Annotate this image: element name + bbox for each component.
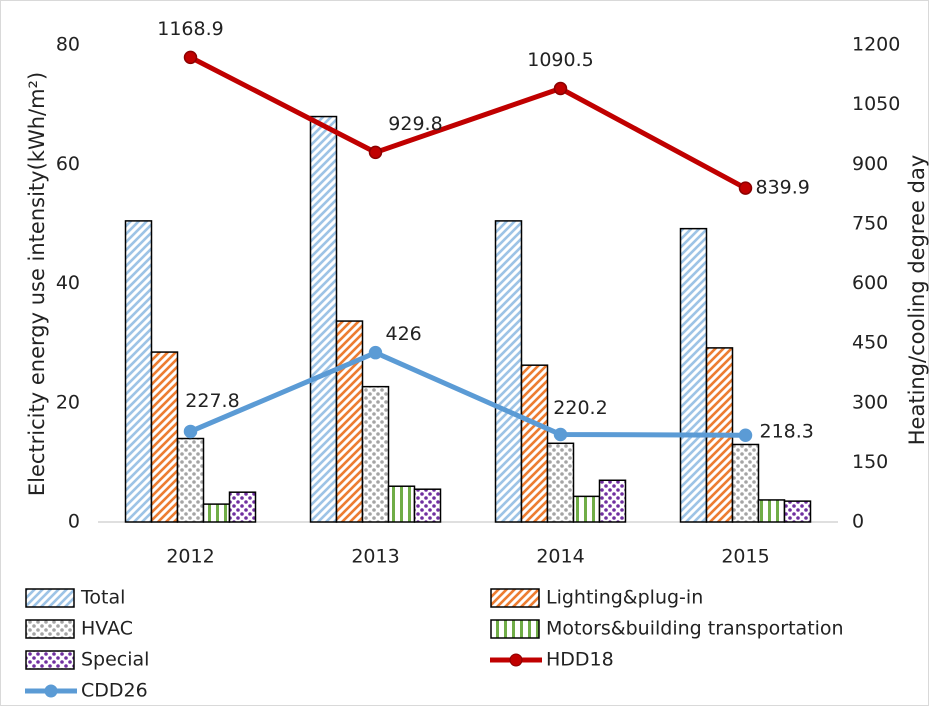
line-marker bbox=[183, 50, 198, 65]
bar bbox=[228, 491, 257, 523]
line bbox=[189, 349, 746, 438]
y2-tick-label: 1050 bbox=[852, 93, 900, 115]
bar bbox=[783, 500, 812, 523]
legend-label: CDD26 bbox=[81, 680, 148, 702]
bar bbox=[598, 479, 627, 523]
bar bbox=[731, 443, 760, 523]
legend-swatch bbox=[25, 588, 75, 608]
line-marker bbox=[738, 428, 753, 442]
bar bbox=[124, 220, 153, 523]
bar bbox=[494, 220, 523, 523]
x-tick-label: 2015 bbox=[721, 546, 769, 568]
x-tick-label: 2013 bbox=[351, 546, 399, 568]
x-tick-label: 2012 bbox=[166, 546, 214, 568]
legend-label: HDD18 bbox=[546, 649, 614, 671]
y2-axis-label: Heating/cooling degree day bbox=[905, 155, 929, 445]
bar bbox=[413, 488, 442, 523]
line-marker bbox=[368, 345, 383, 360]
legend-swatch bbox=[490, 588, 540, 608]
legend-swatch bbox=[490, 619, 540, 639]
legend-marker bbox=[509, 653, 523, 667]
line-marker bbox=[738, 181, 753, 195]
y-tick-label: 0 bbox=[68, 511, 80, 533]
y2-tick-label: 150 bbox=[852, 451, 888, 473]
line-marker bbox=[183, 424, 198, 439]
legend-swatch bbox=[25, 650, 75, 670]
legend-label: Motors&building transportation bbox=[546, 618, 844, 640]
legend-label: HVAC bbox=[81, 618, 133, 640]
bar bbox=[309, 115, 338, 523]
bar bbox=[335, 320, 364, 523]
data-label: 426 bbox=[386, 323, 422, 345]
line-marker bbox=[368, 145, 383, 160]
data-label: 929.8 bbox=[388, 113, 442, 135]
data-label: 1168.9 bbox=[157, 18, 223, 40]
bar bbox=[387, 485, 416, 523]
line bbox=[189, 55, 747, 191]
data-label: 218.3 bbox=[760, 421, 814, 443]
bar bbox=[572, 495, 601, 523]
legend-marker bbox=[44, 684, 58, 698]
y2-tick-label: 750 bbox=[852, 212, 888, 234]
bar bbox=[202, 503, 231, 523]
bar bbox=[520, 364, 549, 523]
line-marker bbox=[553, 81, 568, 96]
y-tick-label: 20 bbox=[56, 391, 80, 413]
y2-tick-label: 600 bbox=[852, 272, 888, 294]
bar bbox=[546, 442, 575, 523]
y-axis-label: Electricity energy use intensity(kWh/m²) bbox=[25, 72, 49, 496]
y2-tick-label: 0 bbox=[852, 511, 864, 533]
y2-tick-label: 300 bbox=[852, 391, 888, 413]
data-label: 1090.5 bbox=[527, 49, 593, 71]
data-label: 227.8 bbox=[185, 390, 239, 412]
legend-label: Total bbox=[80, 587, 125, 609]
x-tick-label: 2014 bbox=[536, 546, 584, 568]
y-tick-label: 40 bbox=[56, 272, 80, 294]
bar bbox=[679, 227, 708, 523]
y2-tick-label: 900 bbox=[852, 153, 888, 175]
data-label: 220.2 bbox=[553, 397, 607, 419]
line-marker bbox=[553, 427, 568, 442]
y-tick-label: 60 bbox=[56, 153, 80, 175]
data-label: 839.9 bbox=[756, 177, 810, 199]
bar bbox=[361, 385, 390, 523]
legend-label: Special bbox=[81, 649, 149, 671]
legend-label: Lighting&plug-in bbox=[546, 587, 703, 609]
bar bbox=[150, 351, 179, 523]
y-tick-label: 80 bbox=[56, 34, 80, 56]
y2-tick-label: 450 bbox=[852, 332, 888, 354]
bar bbox=[757, 499, 786, 523]
bar bbox=[176, 437, 205, 523]
y2-tick-label: 1200 bbox=[852, 34, 900, 56]
legend-swatch bbox=[25, 619, 75, 639]
